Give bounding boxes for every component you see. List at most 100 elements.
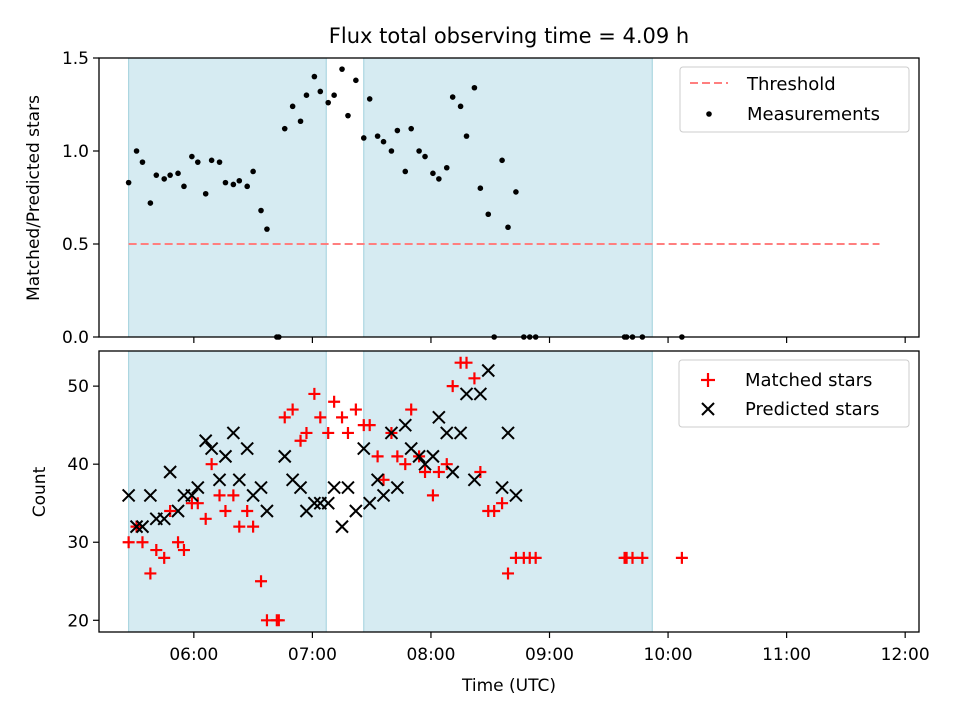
y-tick-label: 30 (67, 533, 89, 553)
predicted-star-point (390, 480, 405, 495)
measurement-point (133, 148, 140, 154)
measurement-point (250, 168, 256, 175)
matched-star-point (349, 403, 362, 416)
predicted-star-point (481, 363, 495, 378)
matched-star-point (488, 505, 501, 518)
measurement-point (125, 179, 132, 186)
matched-star-point (150, 544, 163, 557)
predicted-star-point (163, 465, 177, 479)
predicted-star-point (501, 426, 515, 440)
predicted-star-point (254, 480, 268, 495)
predicted-star-point (473, 387, 488, 401)
measurements-legend-marker (706, 111, 712, 117)
measurement-point (394, 127, 401, 134)
matched-star-point (177, 544, 190, 557)
measurement-point (430, 170, 436, 177)
matched-star-point (391, 450, 404, 463)
measurement-point (366, 96, 373, 102)
predicted-star-point (218, 449, 233, 464)
measurement-point (222, 179, 229, 186)
measurement-point (175, 170, 181, 177)
matched-star-point (460, 356, 473, 369)
measurement-point (449, 94, 456, 100)
matched-star-point (164, 505, 177, 518)
predicted-star-point (204, 441, 219, 456)
measurement-point (167, 172, 173, 178)
predicted-star-point (432, 410, 446, 425)
matched-star-point (405, 403, 418, 416)
y-tick-label: 0.5 (62, 235, 89, 255)
measurement-point (402, 168, 409, 175)
measurement-point (513, 189, 519, 195)
matched-star-point (363, 419, 376, 432)
measurement-point (499, 157, 505, 164)
bottom-x-axis-label: Time (UTC) (461, 676, 556, 696)
measurement-point (289, 103, 296, 110)
shaded-span-2 (363, 57, 653, 338)
x-tick-label: 11:00 (762, 645, 811, 665)
top-axes-frame (98, 57, 920, 338)
matched-star-point (158, 551, 171, 564)
top-shaded-spans (128, 57, 653, 338)
measurement-point (422, 153, 428, 160)
bottom-x-ticks: 06:00 07:00 08:00 09:00 10:00 11:00 12:00 (169, 632, 930, 665)
matched-legend-marker (701, 373, 715, 387)
top-legend-box (679, 66, 910, 133)
predicted-star-point (171, 504, 185, 518)
matched-star-point (446, 380, 459, 393)
matched-star-point (205, 458, 218, 471)
measurement-point (477, 185, 484, 191)
predicted-star-point (307, 496, 322, 510)
matched-star-point (336, 411, 349, 424)
measurement-point (153, 172, 160, 178)
x-tick-label: 07:00 (288, 645, 337, 665)
shaded-span-2 (363, 350, 653, 633)
measurement-point (416, 148, 422, 154)
x-tick-label: 08:00 (406, 645, 455, 665)
measurement-point (331, 92, 337, 98)
predicted-star-point (129, 519, 144, 534)
matched-star-point (468, 372, 481, 385)
measurement-point (325, 99, 332, 106)
predicted-star-point (260, 504, 274, 518)
measurement-point (147, 200, 154, 206)
measurement-point (181, 183, 187, 190)
matched-star-point (474, 465, 487, 478)
measurement-point (258, 207, 264, 214)
predicted-star-point (157, 512, 171, 526)
predicted-star-point (357, 441, 371, 456)
matched-star-point (286, 403, 299, 416)
matched-star-point (529, 551, 542, 564)
measurement-point (408, 125, 414, 132)
predicted-star-point (121, 488, 136, 503)
predicted-star-point (412, 449, 426, 464)
predicted-star-point (467, 473, 482, 487)
predicted-star-point (362, 496, 377, 510)
y-tick-label: 1.0 (62, 142, 89, 162)
predicted-star-point (240, 441, 254, 456)
measurement-point (139, 159, 146, 165)
matched-star-point (419, 465, 432, 478)
y-tick-label: 20 (67, 611, 89, 631)
bottom-y-ticks: 20 30 40 50 (67, 377, 99, 631)
matched-star-point (377, 473, 390, 486)
predicted-star-point (370, 473, 385, 487)
predicted-star-point (384, 426, 399, 440)
matched-star-point (233, 520, 246, 533)
top-y-ticks: 0.0 0.5 1.0 1.5 (62, 49, 99, 348)
predicted-star-point (278, 449, 292, 464)
matched-star-point (496, 497, 509, 510)
matched-star-point (328, 395, 341, 408)
measurement-point (339, 66, 345, 72)
x-tick-label: 06:00 (169, 645, 218, 665)
predicted-star-point (398, 418, 412, 432)
predicted-star-point (232, 473, 246, 487)
measurement-point (236, 177, 243, 184)
measurement-point (264, 226, 270, 232)
top-legend: Threshold Measurements (679, 66, 910, 133)
matched-star-point (322, 426, 335, 439)
matched-star-point (122, 536, 135, 549)
measurement-point (194, 159, 201, 165)
matched-star-point (300, 426, 313, 439)
